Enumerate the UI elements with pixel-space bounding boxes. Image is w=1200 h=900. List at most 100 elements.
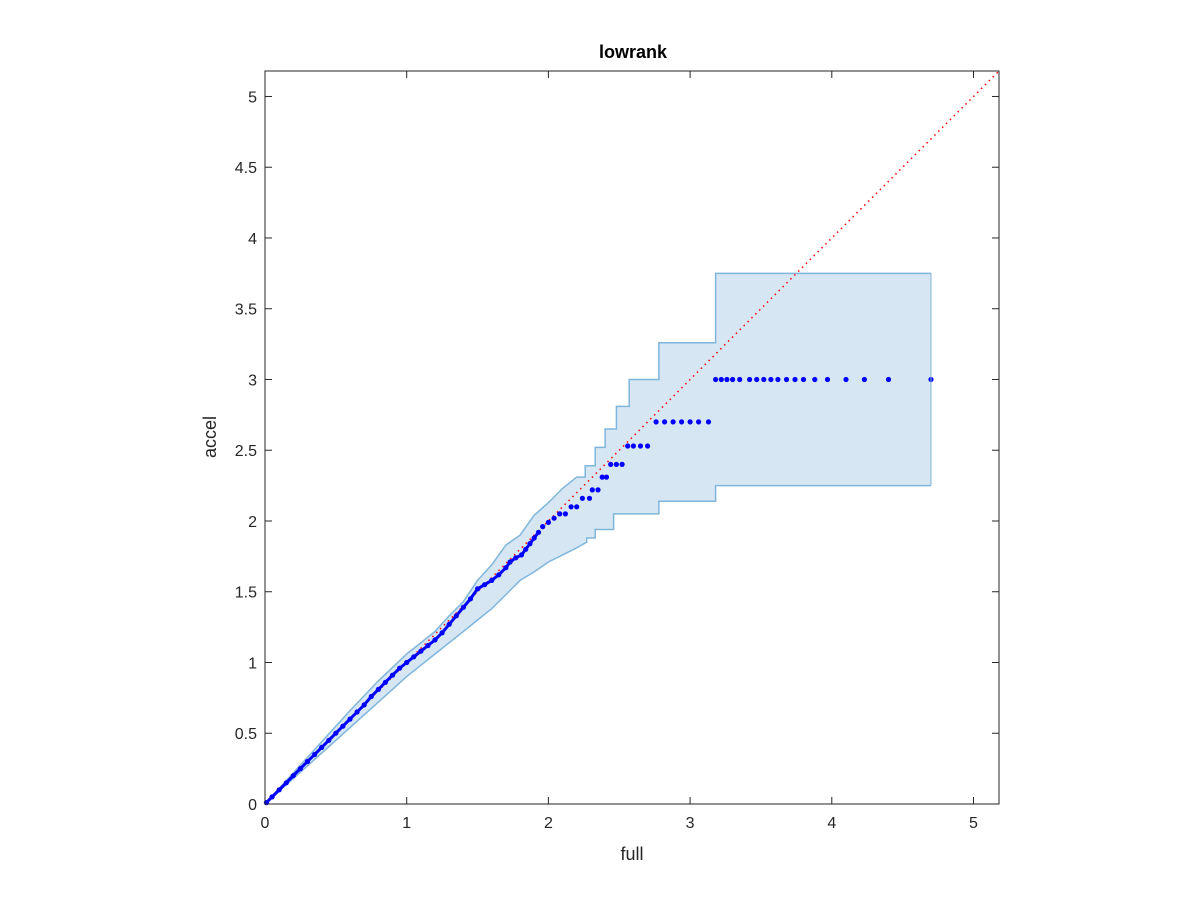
y-tick-label: 1.5: [235, 585, 257, 602]
data-point: [645, 443, 651, 449]
data-point: [670, 419, 676, 425]
data-point: [730, 376, 736, 383]
y-tick-label: 0: [248, 797, 257, 814]
data-point: [340, 723, 346, 729]
data-point: [653, 419, 659, 425]
data-point: [439, 630, 445, 636]
data-point: [482, 582, 488, 588]
band-upper-edge: [264, 272, 931, 805]
data-point: [347, 716, 353, 722]
data-point: [761, 376, 767, 383]
data-point: [540, 524, 546, 530]
data-point: [460, 604, 466, 610]
data-point: [861, 376, 868, 383]
data-point: [613, 461, 620, 467]
data-point: [368, 693, 374, 700]
data-point: [696, 419, 702, 425]
data-point: [312, 751, 318, 758]
data-point: [713, 376, 719, 383]
data-point: [361, 702, 367, 708]
data-point: [531, 535, 537, 541]
y-tick-label: 4: [248, 231, 257, 248]
data-point: [527, 541, 533, 547]
data-point: [724, 376, 730, 383]
axes-frame: [264, 70, 1000, 805]
data-point: [333, 730, 339, 736]
x-tick-label: 1: [402, 815, 411, 832]
data-point: [662, 419, 668, 425]
data-point: [679, 419, 685, 425]
data-point: [568, 504, 574, 510]
data-point: [800, 376, 807, 383]
data-point: [619, 461, 625, 467]
y-tick-label: 2: [248, 514, 257, 531]
y-tick-label: 2.5: [235, 443, 257, 460]
data-point: [603, 474, 610, 480]
data-point: [382, 679, 388, 685]
data-point: [574, 504, 580, 510]
data-point: [418, 648, 424, 654]
data-point: [269, 794, 275, 800]
data-point: [579, 495, 586, 501]
data-point: [276, 787, 282, 793]
data-point: [630, 443, 637, 449]
data-point: [397, 665, 403, 671]
y-tick-label: 1: [248, 655, 257, 672]
plot-area: [263, 70, 1000, 806]
x-tick-label: 3: [686, 815, 695, 832]
data-point: [637, 443, 644, 449]
data-point: [586, 495, 593, 501]
x-tick-label: 5: [969, 815, 978, 832]
data-point: [518, 552, 525, 558]
data-point: [737, 376, 743, 383]
data-point: [545, 519, 552, 526]
x-tick-label: 4: [827, 815, 836, 832]
data-point: [297, 766, 303, 772]
data-point: [783, 376, 790, 383]
data-point: [354, 709, 360, 715]
data-point: [375, 686, 381, 693]
data-point: [595, 487, 601, 493]
confidence-band: [265, 273, 931, 804]
data-point: [754, 376, 760, 383]
data-point: [557, 511, 563, 517]
data-point: [425, 642, 431, 649]
axes-box: [264, 70, 1000, 805]
data-point: [589, 487, 595, 493]
data-point: [599, 474, 605, 480]
data-point: [404, 659, 410, 666]
data-points: [263, 376, 934, 806]
x-axis-ticks: 0 1 2 3 4 5: [261, 71, 978, 832]
data-point: [551, 515, 557, 521]
data-point: [432, 637, 438, 643]
y-tick-label: 3: [248, 372, 257, 389]
data-point: [326, 737, 332, 743]
data-point: [562, 511, 569, 517]
data-point: [705, 419, 712, 425]
chart-title: lowrank: [599, 42, 668, 62]
data-point: [775, 376, 781, 383]
y-tick-label: 5: [248, 89, 257, 106]
data-point: [718, 376, 724, 383]
data-point: [474, 586, 481, 592]
data-point: [446, 621, 452, 627]
data-point: [283, 780, 289, 786]
data-point: [625, 443, 631, 449]
data-point: [467, 596, 474, 602]
reference-diagonal-line: [264, 70, 1000, 805]
y-tick-label: 0.5: [235, 726, 257, 743]
x-axis-label: full: [620, 844, 643, 864]
data-point: [747, 376, 753, 383]
data-point: [824, 376, 831, 383]
y-tick-label: 4.5: [235, 160, 257, 177]
x-tick-label: 0: [261, 815, 270, 832]
y-axis-label: accel: [200, 416, 220, 458]
data-point: [812, 376, 818, 383]
data-point: [768, 376, 774, 383]
data-point: [792, 376, 798, 383]
data-point: [453, 613, 459, 619]
y-axis-ticks: 0 0.5 1 1.5 2 2.5 3 3.5 4 4.5 5: [235, 89, 999, 814]
data-point: [489, 577, 495, 584]
data-point: [319, 744, 325, 751]
